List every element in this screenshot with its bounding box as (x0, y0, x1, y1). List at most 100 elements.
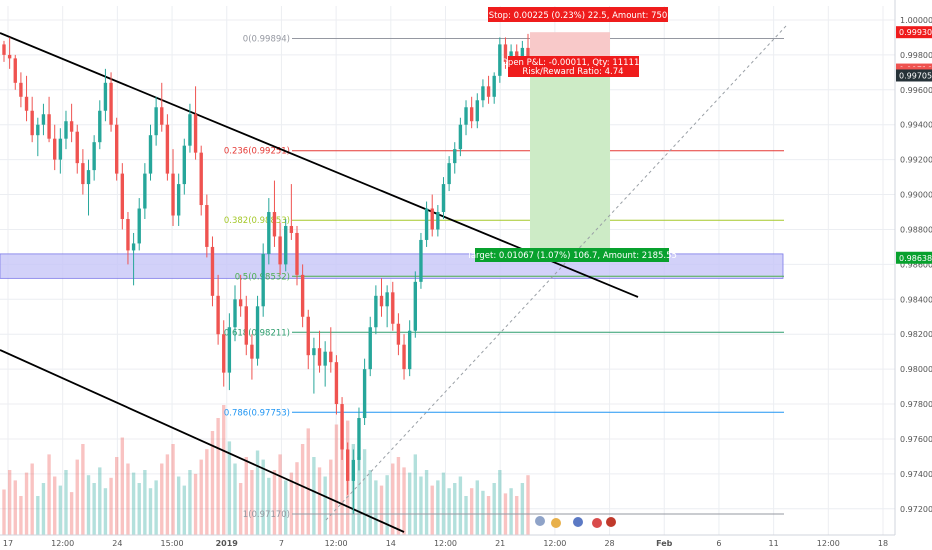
volume-bars (2, 405, 530, 535)
candle-body (244, 306, 248, 345)
time-tick-label: 11 (769, 539, 779, 548)
candle-body (441, 184, 446, 213)
event-flag-icon[interactable] (573, 517, 583, 527)
volume-bar (289, 472, 294, 535)
event-flag-icon[interactable] (592, 518, 602, 528)
volume-bar (199, 459, 203, 535)
candle-body (238, 299, 243, 307)
candle-body (233, 299, 237, 328)
volume-bar (486, 496, 491, 535)
candle-body (81, 163, 85, 185)
candle-body (216, 295, 220, 335)
time-axis[interactable]: 17 12:00 24 15:00 2019 7 12:00 14 12:00 21 12:00 28… (0, 534, 895, 548)
candle-body (154, 107, 158, 136)
event-flag-icon[interactable] (606, 517, 616, 527)
candle-body (362, 369, 367, 419)
candle-body (182, 145, 186, 185)
candle-body (278, 236, 282, 265)
time-tick-label: 12:00 (543, 539, 566, 548)
candle-body (469, 107, 474, 122)
candle-body (312, 348, 316, 356)
time-tick-label: 12:00 (51, 539, 74, 548)
time-tick-label: 6 (716, 539, 721, 548)
price-axis[interactable]: 1.00000 0.99800 0.99600 0.99400 0.99200 0.990… (894, 0, 932, 535)
price-tick-label: 0.99800 (900, 51, 932, 60)
volume-bar (98, 467, 102, 535)
candle-body (36, 124, 40, 136)
reward-zone (530, 61, 610, 258)
candle-body (13, 58, 17, 83)
volume-bar (413, 454, 418, 535)
target-banner-bg (475, 248, 669, 262)
stop-banner-bg (488, 7, 668, 22)
volume-bar (69, 492, 74, 535)
candle-body (396, 323, 401, 345)
stop-banner[interactable]: Stop: 0.00225 (0.23%) 22.5, Amount: 750 (488, 7, 668, 22)
candle-body (317, 348, 322, 366)
volume-bar (300, 444, 305, 535)
price-tick-label: 0.98800 (900, 225, 932, 234)
volume-bar (126, 463, 130, 535)
volume-bar (182, 485, 186, 535)
price-tick-label: 0.97600 (900, 435, 932, 444)
volume-bar (374, 480, 378, 535)
candle-body (447, 163, 451, 185)
candle-body (255, 306, 260, 359)
volume-bar (278, 454, 282, 535)
time-tick-label: 12:00 (817, 539, 840, 548)
event-flag-icon[interactable] (535, 516, 545, 526)
event-flag-icon[interactable] (551, 518, 561, 528)
dashed-trend-line[interactable] (325, 25, 787, 521)
candle-body (475, 100, 479, 122)
volume-bar (312, 457, 316, 535)
volume-bar (137, 483, 141, 535)
price-tick-label: 0.97200 (900, 505, 932, 514)
volume-bar (131, 472, 136, 535)
volume-bar (109, 477, 113, 535)
candle-body (69, 121, 74, 132)
volume-bar (267, 477, 271, 535)
candle-body (41, 114, 46, 125)
open-pnl-label: Open P&L: -0.00011, Qty: 111111 (501, 58, 645, 68)
candle-body (7, 54, 12, 59)
volume-bar (357, 457, 361, 535)
volume-bar (284, 480, 288, 535)
volume-bar (114, 457, 119, 535)
price-tag-bg (896, 69, 932, 82)
volume-bar (306, 428, 310, 535)
price-tick-label: 0.99200 (900, 156, 932, 165)
candle-body (492, 75, 496, 97)
volume-bar (261, 459, 265, 535)
volume-bar (244, 457, 248, 535)
candle-body (47, 114, 51, 139)
volume-bar (165, 454, 170, 535)
candle-body (272, 212, 277, 237)
pnl-banner[interactable]: Open P&L: -0.00011, Qty: 111111 Risk/Rew… (501, 56, 645, 77)
candle-body (114, 124, 119, 174)
volume-bar (458, 476, 463, 535)
price-tick-label: 0.98600 (900, 260, 932, 269)
candle-body (295, 232, 299, 275)
candle-body (53, 138, 57, 160)
long-position-tool[interactable] (530, 32, 610, 259)
candle-body (374, 295, 378, 328)
candle-body (92, 142, 96, 171)
volume-bar (210, 431, 215, 535)
volume-bar (7, 470, 12, 535)
price-tick-label: 0.99400 (900, 121, 932, 130)
candle-body (306, 316, 310, 356)
volume-bar (216, 418, 220, 535)
candle-body (2, 44, 6, 55)
fib-level-label: 0(0.99894) (243, 34, 290, 44)
candle-body (148, 135, 153, 174)
volume-bar (391, 463, 395, 535)
candle-body (131, 243, 136, 251)
target-banner[interactable]: Target: 0.01067 (1.07%) 106.7, Amount: 2… (466, 248, 677, 262)
lower-channel-line[interactable] (0, 349, 405, 533)
fib-level-label: 0.786(0.97753) (224, 408, 290, 418)
event-markers[interactable] (535, 516, 616, 528)
candle-body (424, 208, 429, 240)
candle-body (300, 274, 305, 317)
time-tick-label: 24 (112, 539, 122, 548)
